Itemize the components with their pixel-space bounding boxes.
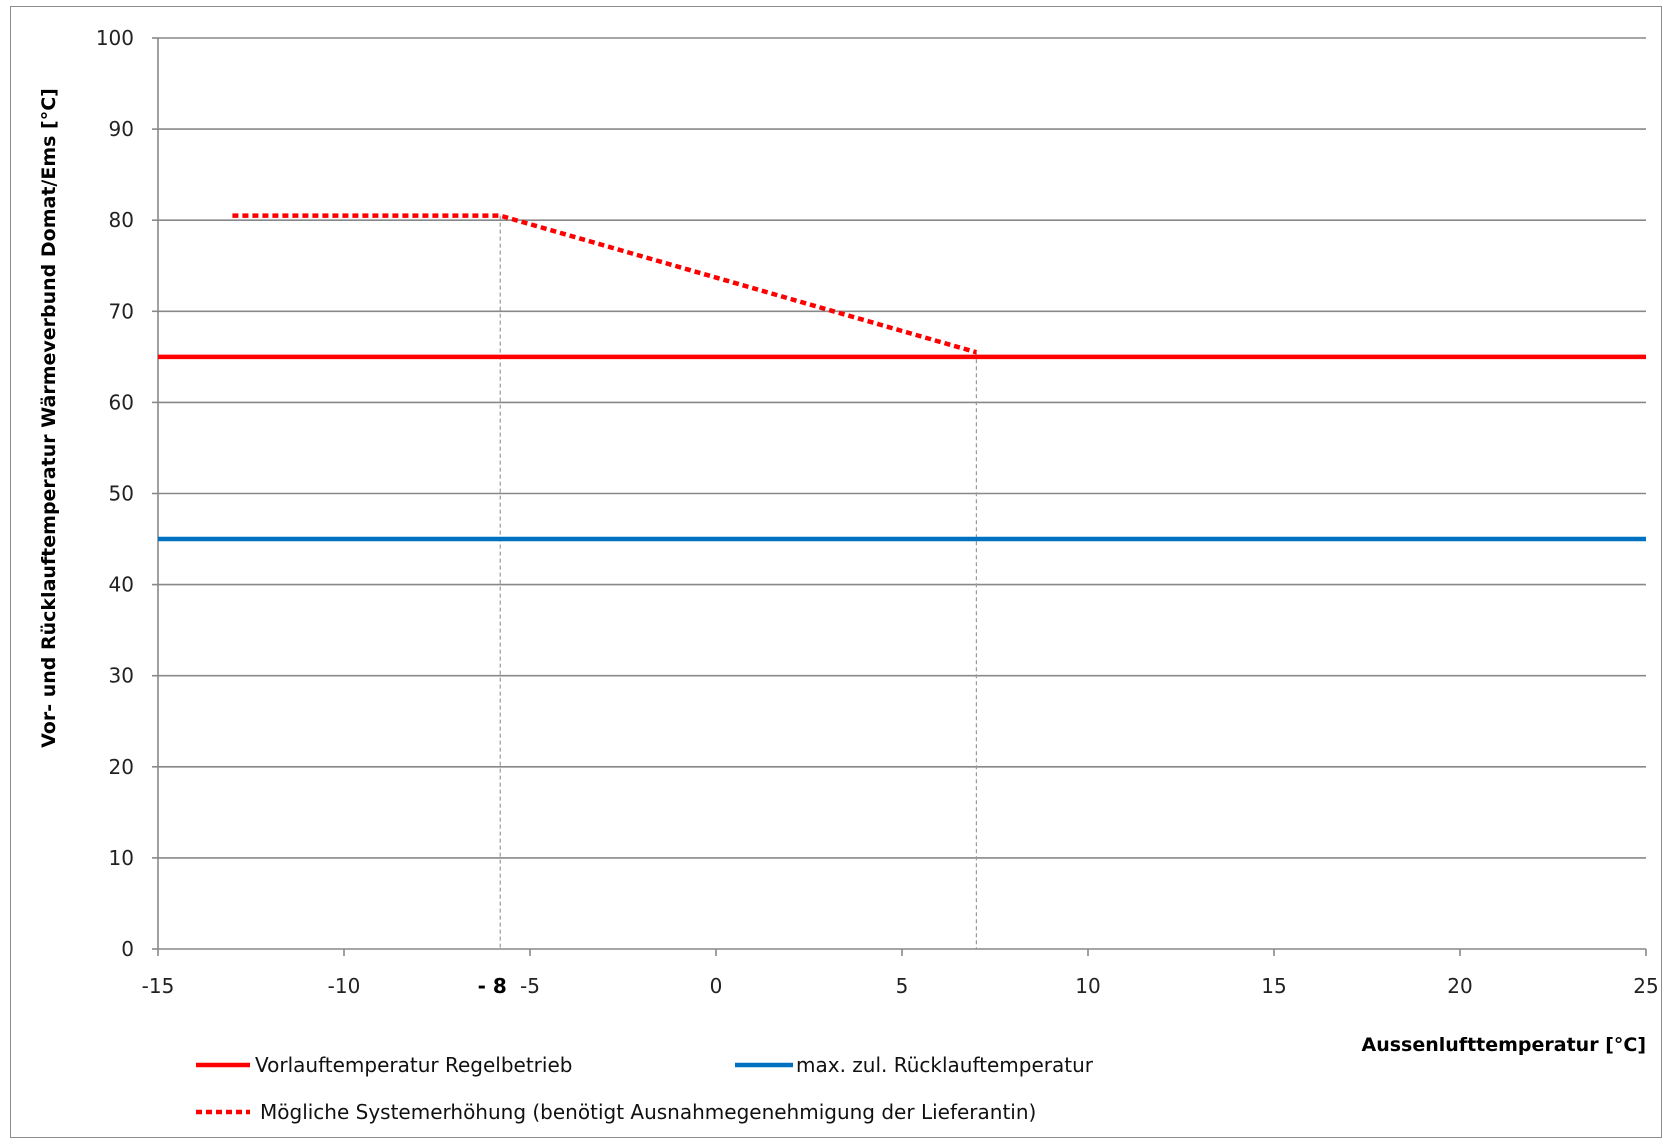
annotations: - 8 <box>470 971 515 1001</box>
x-tick-label-5: 10 <box>1075 974 1100 998</box>
y-tick-label-7: 70 <box>109 299 134 323</box>
legend-label-0: Vorlauftemperatur Regelbetrieb <box>255 1053 572 1077</box>
legend-label-1: max. zul. Rücklauftemperatur <box>796 1053 1094 1077</box>
y-tick-label-5: 50 <box>109 482 134 506</box>
y-axis-title: Vor- und Rücklauftemperatur Wärmeverbund… <box>38 88 60 748</box>
gridlines <box>158 37 1646 859</box>
y-tick-label-3: 30 <box>109 664 134 688</box>
x-tick-label-1: -10 <box>328 974 361 998</box>
x-tick-label-8: 25 <box>1633 974 1658 998</box>
y-tick-label-2: 20 <box>109 755 134 779</box>
x-axis-title: Aussenlufttemperatur [°C] <box>1362 1034 1647 1056</box>
chart-frame <box>10 6 1662 1138</box>
y-tick-label-10: 100 <box>96 26 134 50</box>
legend-item-1: max. zul. Rücklauftemperatur <box>735 1053 1094 1077</box>
series <box>158 213 1646 542</box>
x-tick-label-2: -5 <box>520 974 540 998</box>
legend-item-0: Vorlauftemperatur Regelbetrieb <box>196 1053 572 1077</box>
tick-labels: 0 10 20 30 40 50 60 70 80 90 100 -15 -10 -5 0 5 10 15 20 25 <box>96 26 1659 998</box>
legend: Vorlauftemperatur Regelbetrieb max. zul.… <box>196 1053 1094 1124</box>
y-tick-label-4: 40 <box>109 573 134 597</box>
series-line-2 <box>232 213 978 355</box>
reference-lines <box>499 215 978 949</box>
legend-item-2: Mögliche Systemerhöhung (benötigt Ausnah… <box>196 1100 1036 1124</box>
annotation-bg-0 <box>470 971 515 1001</box>
legend-label-2: Mögliche Systemerhöhung (benötigt Ausnah… <box>260 1100 1036 1124</box>
x-tick-label-0: -15 <box>142 974 175 998</box>
y-tick-label-0: 0 <box>121 937 134 961</box>
x-tick-label-3: 0 <box>710 974 723 998</box>
y-tick-label-6: 60 <box>109 390 134 414</box>
axes <box>152 37 1647 956</box>
y-tick-label-8: 80 <box>109 208 134 232</box>
x-tick-label-6: 15 <box>1261 974 1286 998</box>
x-tick-label-7: 20 <box>1447 974 1472 998</box>
annotation-label-0: - 8 <box>478 974 507 998</box>
y-tick-label-1: 10 <box>109 846 134 870</box>
x-tick-label-4: 5 <box>896 974 909 998</box>
y-tick-label-9: 90 <box>109 117 134 141</box>
